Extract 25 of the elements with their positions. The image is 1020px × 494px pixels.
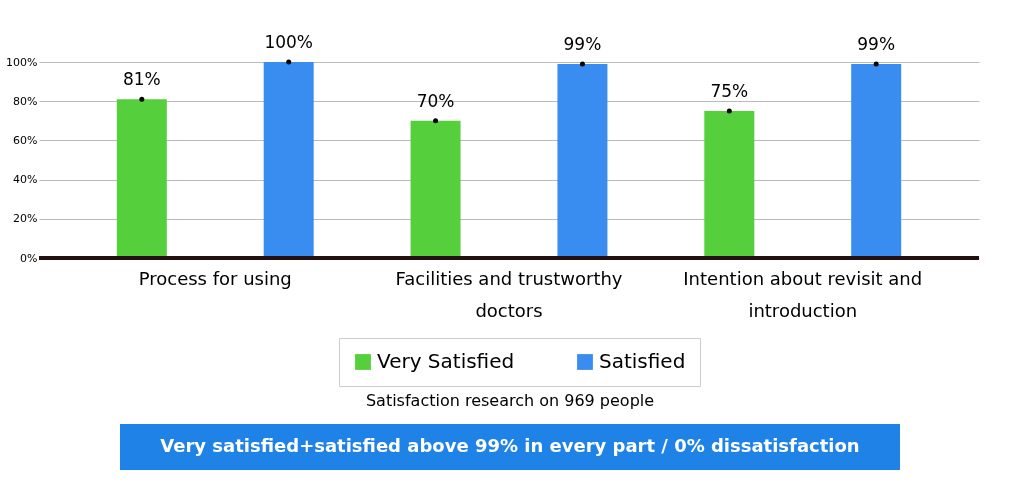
text: 100% xyxy=(264,32,313,52)
bar xyxy=(263,62,314,258)
text: 99% xyxy=(857,33,896,54)
x-tick-label: Intention about revisit and introduction xyxy=(683,267,923,321)
text: 99% xyxy=(563,33,602,54)
text: 81% xyxy=(122,69,161,90)
text: Satisfaction research on 969 people xyxy=(365,391,655,410)
x-tick-label: Facilities and trustworthy doctors xyxy=(395,267,623,321)
y-tick-label: 100% xyxy=(6,55,38,69)
bar xyxy=(851,63,902,258)
bar xyxy=(116,99,167,258)
text: Very satisfied+satisfied above 99% in every part / 0% dissatisfaction xyxy=(160,435,860,456)
y-tick-label: 40% xyxy=(13,173,38,187)
y-tick-label: 0% xyxy=(20,251,38,265)
bar xyxy=(557,63,608,258)
text: 75% xyxy=(710,81,749,101)
text: 70% xyxy=(416,90,455,111)
y-tick-label: 80% xyxy=(13,94,38,108)
x-tick-label: Process for using xyxy=(138,267,292,289)
y-tick-label: 20% xyxy=(13,212,38,226)
bar xyxy=(704,111,755,258)
y-tick-label: 60% xyxy=(13,133,38,147)
bar xyxy=(410,120,461,258)
legend-label: Very Satisfied xyxy=(377,349,515,373)
legend-label: Satisfied xyxy=(599,349,686,373)
